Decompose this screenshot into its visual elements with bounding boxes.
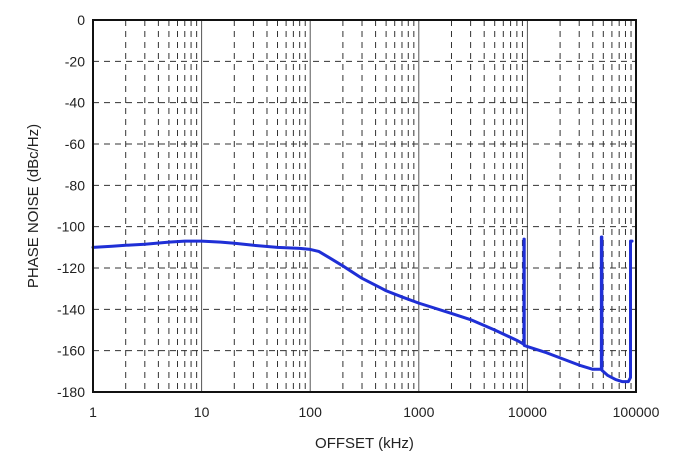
x-tick-label: 1000 <box>403 404 434 420</box>
phase-noise-curve <box>91 235 634 384</box>
y-tick-label: 0 <box>77 12 85 28</box>
data-series <box>91 235 634 384</box>
x-axis-title: OFFSET (kHz) <box>315 435 414 452</box>
x-tick-label: 100 <box>299 404 323 420</box>
y-tick-label: -180 <box>57 384 85 400</box>
y-tick-label: -40 <box>65 95 85 111</box>
y-tick-label: -60 <box>65 136 85 152</box>
x-tick-label: 10 <box>194 404 210 420</box>
y-tick-label: -80 <box>65 177 85 193</box>
y-tick-labels: 0 -20 -40 -60 -80 -100 -120 -140 -160 -180 <box>57 12 85 400</box>
y-tick-label: -160 <box>57 343 85 359</box>
x-tick-label: 10000 <box>508 404 547 420</box>
x-tick-label: 1 <box>89 404 97 420</box>
x-tick-labels: 1 10 100 1000 10000 100000 <box>89 404 659 420</box>
y-tick-label: -20 <box>65 53 85 69</box>
plot-frame <box>92 19 637 393</box>
x-tick-label: 100000 <box>613 404 660 420</box>
y-tick-label: -120 <box>57 260 85 276</box>
y-tick-label: -100 <box>57 219 85 235</box>
y-tick-label: -140 <box>57 301 85 317</box>
grid-lines <box>93 20 636 392</box>
y-axis-title: PHASE NOISE (dBc/Hz) <box>25 124 42 288</box>
